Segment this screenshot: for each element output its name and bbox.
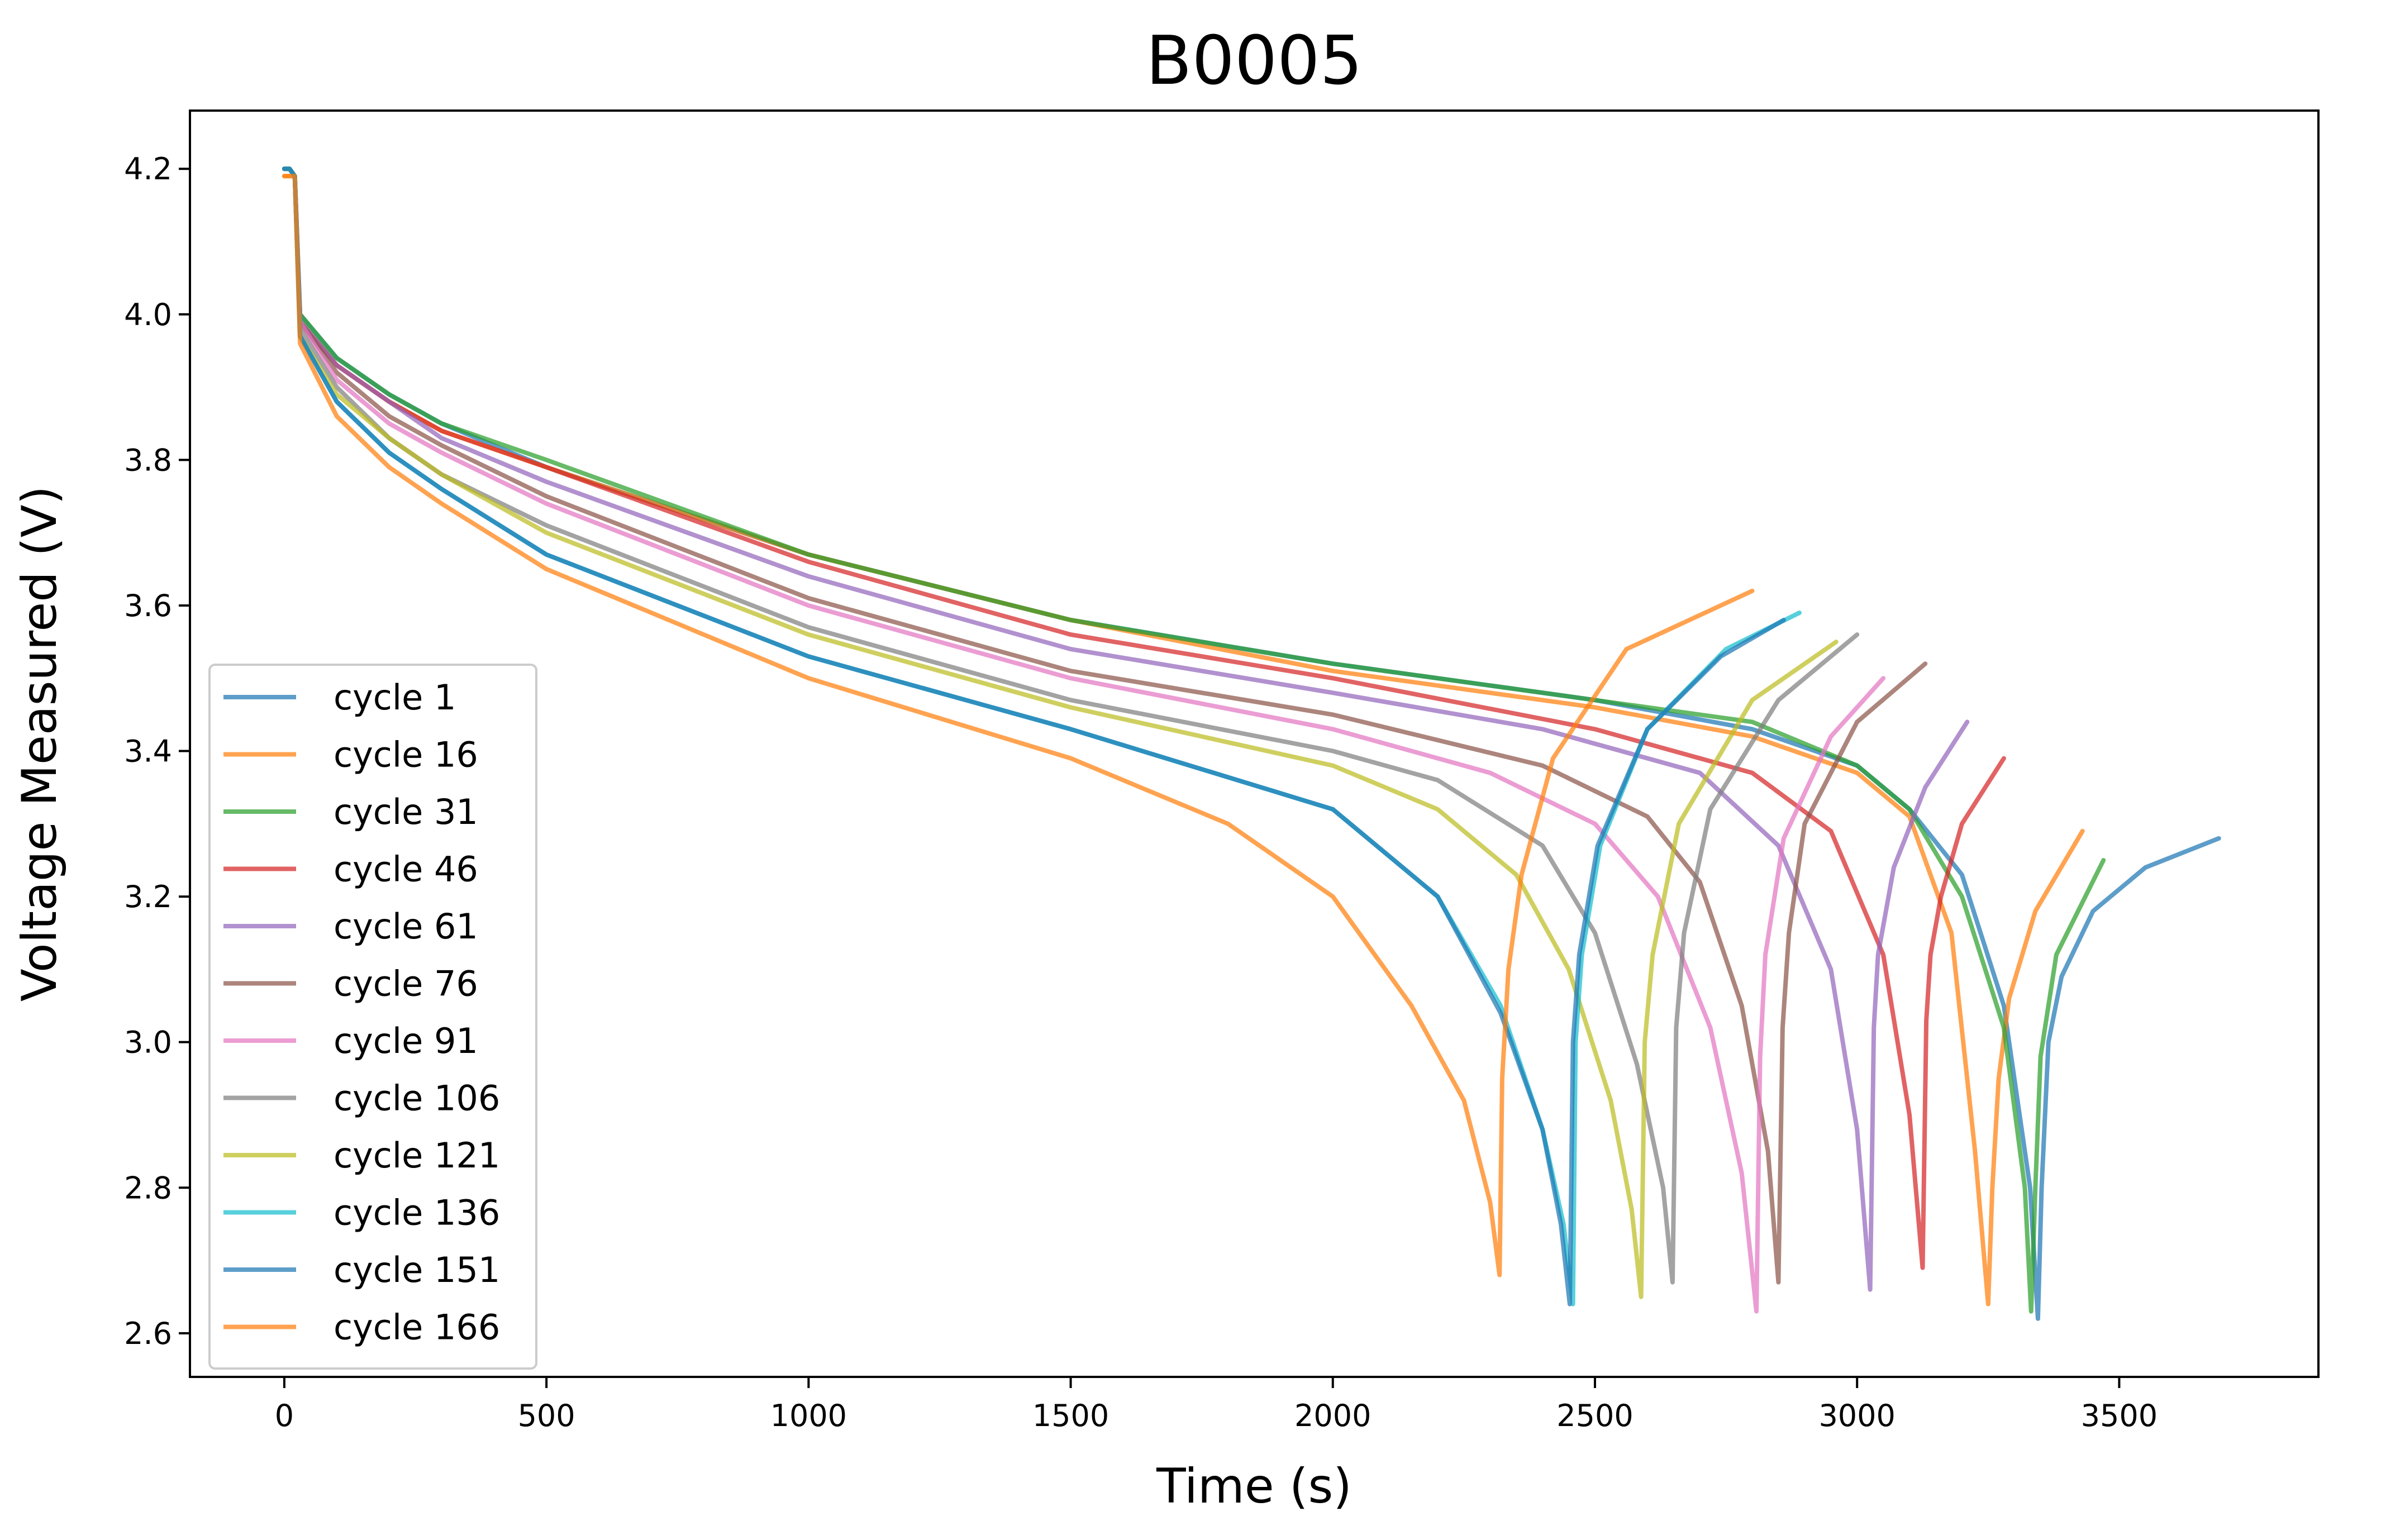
legend-label: cycle 1	[334, 677, 456, 718]
legend-label: cycle 106	[334, 1078, 500, 1119]
legend-label: cycle 136	[334, 1193, 500, 1233]
legend-box	[208, 664, 537, 1370]
x-tick-label: 2500	[1556, 1398, 1633, 1433]
chart-title: B0005	[1146, 22, 1363, 100]
y-tick-label: 3.6	[124, 588, 172, 623]
legend: cycle 1 cycle 16 cycle 31 cycle 46 cycle 61 c…	[208, 664, 537, 1370]
series-line-cycle-106	[282, 166, 1860, 1285]
x-tick-label: 2000	[1294, 1398, 1371, 1433]
legend-label: cycle 91	[334, 1021, 478, 1061]
legend-label: cycle 166	[334, 1307, 500, 1348]
series-line-cycle-151	[282, 166, 1786, 1307]
legend-label: cycle 16	[334, 735, 478, 775]
x-axis: 0 500 1000 1500 2000 2500 3000 3500	[275, 1377, 2158, 1433]
y-tick-label: 3.4	[124, 734, 172, 769]
series-line-cycle-91	[282, 166, 1886, 1314]
x-tick-label: 0	[275, 1398, 294, 1433]
x-tick-label: 500	[518, 1398, 575, 1433]
y-tick-label: 3.2	[124, 879, 172, 914]
y-tick-label: 4.0	[124, 297, 172, 332]
y-axis: 2.6 2.8 3.0 3.2 3.4 3.6 3.8 4.0 4.2	[124, 151, 190, 1351]
x-axis-label: Time (s)	[1156, 1458, 1352, 1514]
legend-label: cycle 61	[334, 906, 478, 947]
legend-label: cycle 151	[334, 1250, 500, 1290]
x-tick-label: 3000	[1818, 1398, 1895, 1433]
legend-label: cycle 31	[334, 792, 478, 832]
series-layer	[282, 166, 2221, 1321]
legend-label: cycle 46	[334, 849, 478, 890]
y-tick-label: 3.8	[124, 442, 172, 478]
x-tick-label: 3500	[2081, 1398, 2158, 1433]
y-tick-label: 2.6	[124, 1316, 172, 1351]
y-tick-label: 3.0	[124, 1025, 172, 1060]
series-line-cycle-166	[282, 174, 1755, 1277]
x-tick-label: 1000	[770, 1398, 847, 1433]
legend-label: cycle 121	[334, 1135, 500, 1176]
y-tick-label: 4.2	[124, 151, 172, 187]
plot-frame	[189, 109, 2320, 1378]
y-tick-label: 2.8	[124, 1170, 172, 1205]
x-tick-label: 1500	[1032, 1398, 1109, 1433]
series-line-cycle-31	[282, 166, 2106, 1314]
legend-label: cycle 76	[334, 964, 478, 1004]
y-axis-label: Voltage Measured (V)	[12, 486, 68, 1002]
